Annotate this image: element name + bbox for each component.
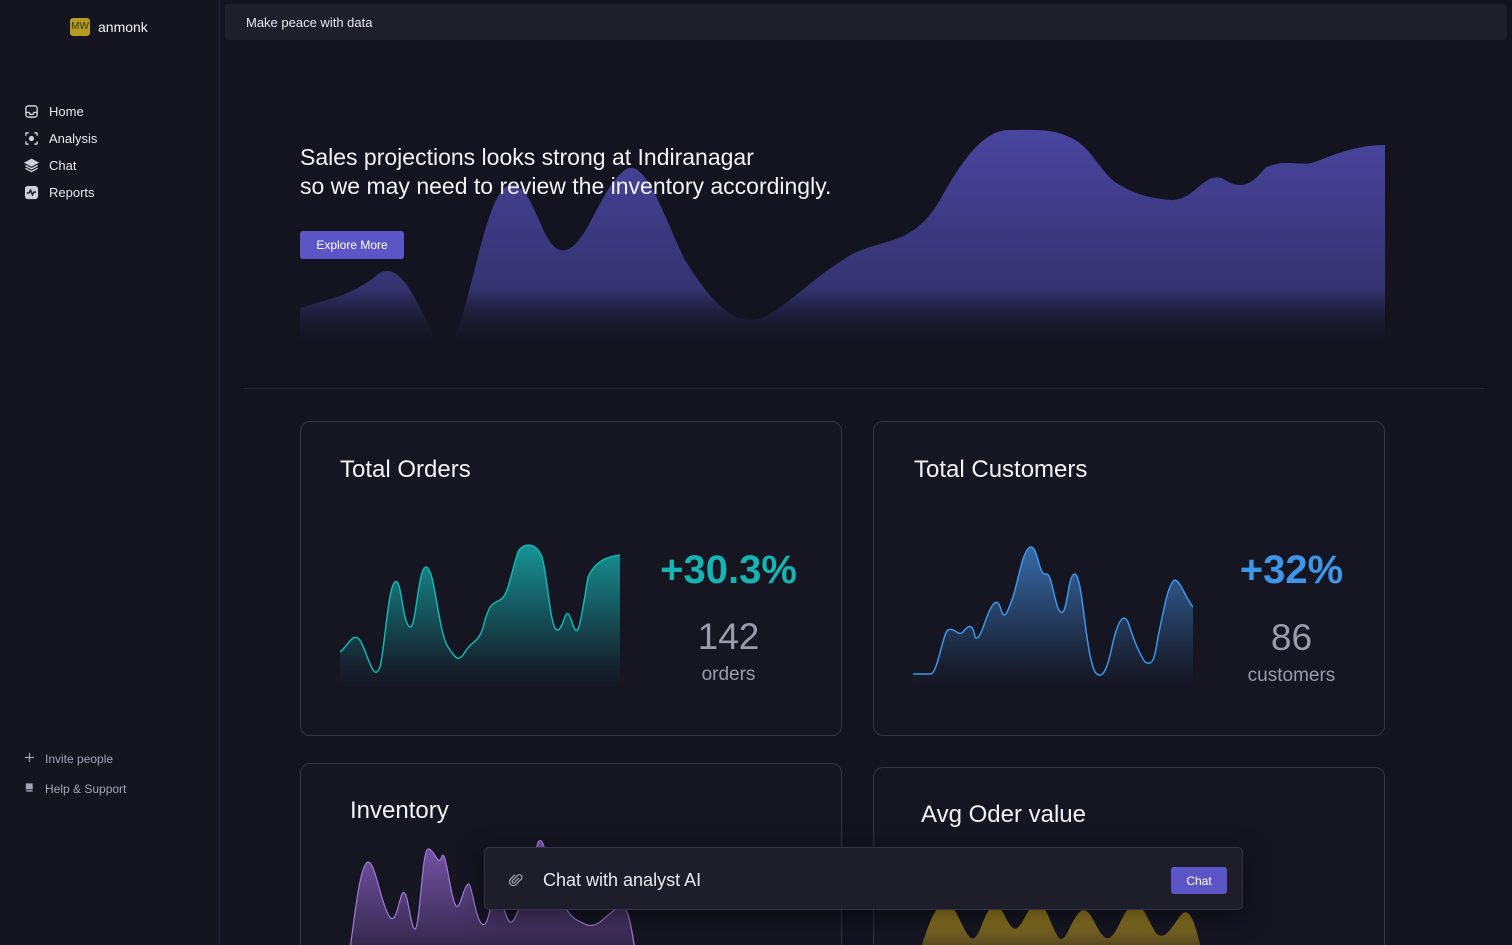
card-title: Total Customers	[914, 456, 1088, 483]
orders-change: +30.3%	[660, 548, 797, 592]
help-support-link[interactable]: Help & Support	[24, 774, 126, 804]
explore-more-button[interactable]: Explore More	[300, 231, 404, 259]
avg-order-sparkline	[921, 902, 1201, 945]
paperclip-icon[interactable]	[508, 872, 523, 888]
invite-people-label: Invite people	[45, 752, 114, 766]
chat-bar: Chat	[484, 847, 1243, 910]
sidebar-item-reports[interactable]: Reports	[24, 179, 97, 206]
activity-icon	[24, 185, 39, 200]
card-title: Avg Oder value	[921, 801, 1086, 828]
layers-icon	[24, 158, 39, 173]
top-bar: Make peace with data	[225, 4, 1507, 40]
chat-send-button[interactable]: Chat	[1171, 867, 1227, 894]
sidebar-item-label: Analysis	[49, 131, 98, 146]
sidebar-item-label: Chat	[49, 158, 77, 173]
sidebar-item-analysis[interactable]: Analysis	[24, 125, 97, 152]
orders-sparkline	[340, 544, 620, 687]
hero-line-2: so we may need to review the inventory a…	[300, 173, 832, 199]
card-title: Total Orders	[340, 456, 471, 483]
book-icon	[24, 782, 35, 796]
inbox-icon	[24, 104, 39, 119]
customers-unit: customers	[1247, 665, 1336, 686]
card-title: Inventory	[350, 797, 449, 824]
brand[interactable]: MW anmonk	[70, 18, 148, 36]
workspace-avatar: MW	[70, 18, 90, 36]
help-support-label: Help & Support	[45, 782, 127, 796]
customers-area	[913, 547, 1193, 687]
inventory-line	[350, 839, 635, 945]
sidebar-item-label: Reports	[49, 185, 95, 200]
sidebar-nav: Home Analysis Chat Reports	[24, 98, 97, 206]
inventory-area	[350, 840, 635, 945]
invite-people-link[interactable]: Invite people	[24, 744, 126, 774]
customers-sparkline	[913, 546, 1193, 687]
total-customers-card[interactable]: Total Customers +32% 86 customers	[873, 421, 1385, 736]
orders-value: 142	[697, 616, 760, 657]
hero-area-chart	[300, 129, 1385, 350]
plus-icon	[24, 752, 35, 766]
sidebar: MW anmonk Home Analysis Chat Reports	[0, 0, 220, 945]
chat-input[interactable]	[543, 866, 1103, 894]
customers-change: +32%	[1239, 548, 1344, 592]
orders-line	[340, 544, 620, 674]
orders-area	[340, 545, 620, 687]
focus-icon	[24, 131, 39, 146]
hero-headline: Sales projections looks strong at Indira…	[300, 143, 831, 201]
inventory-sparkline	[350, 839, 635, 945]
divider	[244, 388, 1484, 389]
avg-order-area	[921, 902, 1201, 945]
total-orders-card[interactable]: Total Orders +30.3% 142 orders	[300, 421, 842, 736]
customers-line	[913, 546, 1193, 676]
orders-unit: orders	[701, 664, 756, 685]
sidebar-item-label: Home	[49, 104, 84, 119]
sidebar-item-chat[interactable]: Chat	[24, 152, 97, 179]
customers-value: 86	[1270, 617, 1313, 658]
hero-line-1: Sales projections looks strong at Indira…	[300, 144, 754, 170]
page-title: Make peace with data	[246, 15, 373, 30]
sidebar-item-home[interactable]: Home	[24, 98, 97, 125]
workspace-name: anmonk	[98, 19, 148, 35]
sidebar-bottom-nav: Invite people Help & Support	[24, 744, 126, 804]
hero-area	[300, 129, 1385, 350]
